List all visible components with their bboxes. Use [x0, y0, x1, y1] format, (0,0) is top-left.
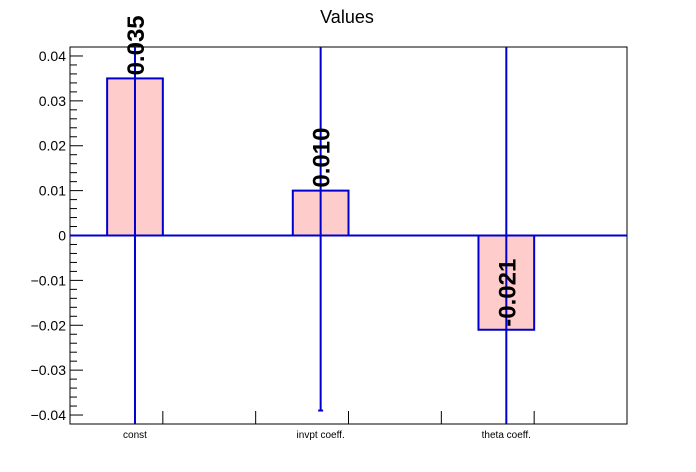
chart-title: Values [320, 7, 374, 27]
y-tick-label: −0.02 [31, 317, 67, 333]
y-tick-label: 0.02 [39, 138, 66, 154]
category-label-0: const [123, 430, 147, 441]
data-label-0: 0.035 [123, 15, 150, 75]
y-tick-label: 0 [58, 228, 66, 244]
y-tick-label: −0.01 [31, 272, 67, 288]
data-label-1: 0.010 [309, 128, 336, 188]
error-bars [133, 47, 508, 424]
y-tick-label: −0.04 [31, 407, 67, 423]
data-labels: 0.035 0.010 -0.021 [123, 15, 521, 326]
category-labels: const invpt coeff. theta coeff. [123, 430, 531, 441]
y-axis: 0.04 0.03 0.02 0.01 0 −0.01 −0.02 −0.03 −0.04 [31, 48, 83, 423]
y-tick-label: 0.04 [39, 48, 66, 64]
y-tick-label: −0.03 [31, 362, 67, 378]
y-tick-label: 0.01 [39, 183, 66, 199]
y-tick-label: 0.03 [39, 93, 66, 109]
category-label-1: invpt coeff. [297, 430, 345, 441]
x-axis [69, 411, 628, 424]
category-label-2: theta coeff. [482, 430, 531, 441]
data-label-2: -0.021 [494, 259, 521, 327]
